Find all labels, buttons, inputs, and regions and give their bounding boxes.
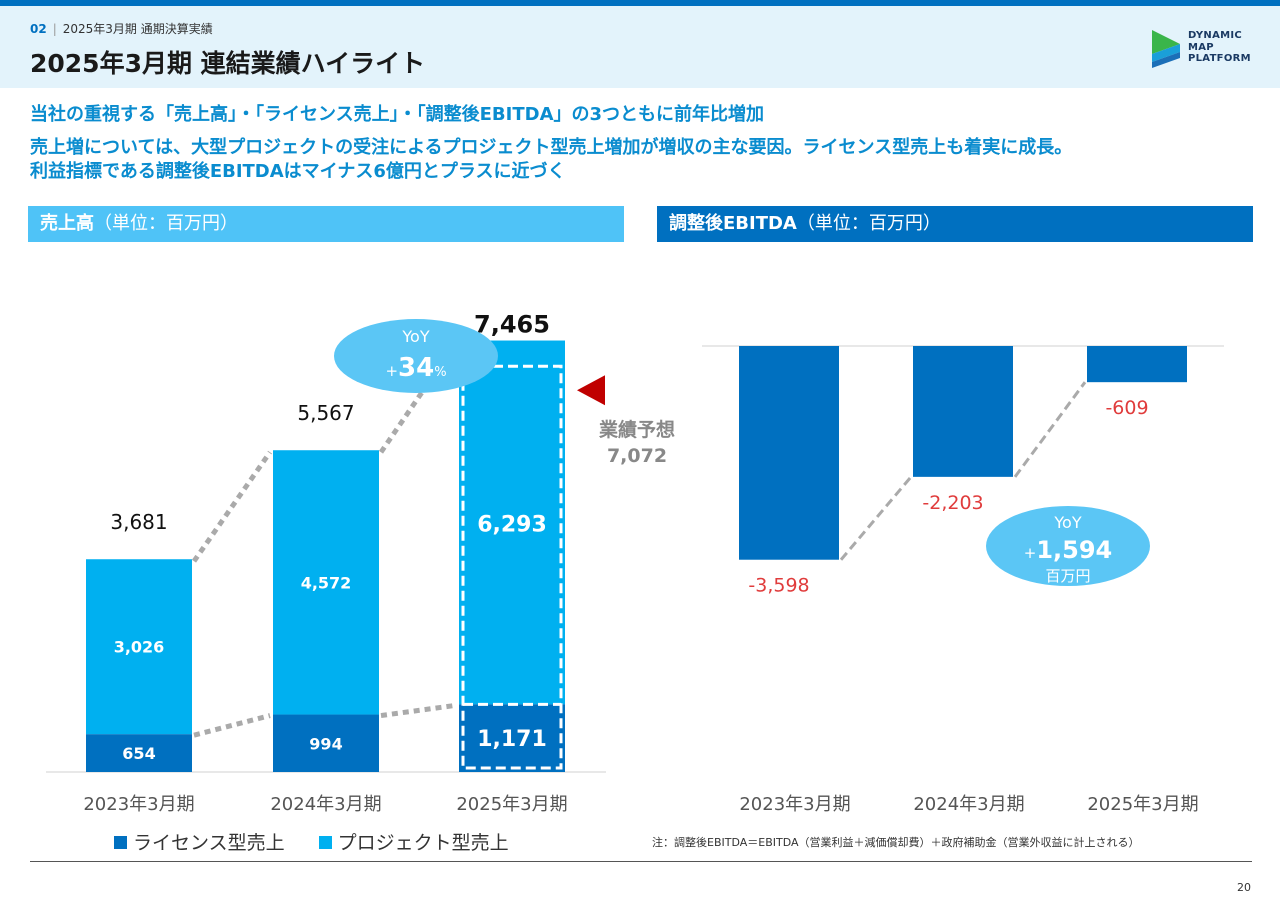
label-project-0: 3,026 <box>114 638 165 657</box>
logo-text: DYNAMIC MAP PLATFORM <box>1188 30 1251 64</box>
label-project-2: 6,293 <box>477 512 547 537</box>
bar-project-1 <box>273 450 379 715</box>
connector-license-1 <box>380 702 457 719</box>
forecast-arrow-icon <box>577 375 605 406</box>
headline-detail: 売上増については、大型プロジェクトの受注によるプロジェクト型売上増加が増収の主な… <box>30 137 1073 182</box>
bar-license-1 <box>273 714 379 772</box>
bar-project-2 <box>459 340 565 705</box>
legend-swatch-project <box>318 835 332 849</box>
x-tick-ebitda-0: 2023年3月期 <box>739 794 850 815</box>
yoy-unit-ebitda: 百万円 <box>1045 567 1090 585</box>
yoy-bubble-revenue <box>334 319 498 393</box>
ebitda-connector-0 <box>839 475 913 561</box>
yoy-label-ebitda: YoY <box>1053 513 1081 532</box>
x-tick-revenue-2: 2025年3月期 <box>456 794 567 815</box>
bar-license-0 <box>86 734 192 772</box>
label-license-0: 654 <box>122 744 155 763</box>
legend-item-license: ライセンス型売上 <box>114 832 285 854</box>
forecast-value: 7,072 <box>607 445 667 467</box>
label-total-0: 3,681 <box>110 510 167 534</box>
x-tick-revenue-1: 2024年3月期 <box>270 794 381 815</box>
x-tick-ebitda-1: 2024年3月期 <box>913 794 1024 815</box>
ebitda-connector-1 <box>1013 381 1087 478</box>
bar-project-0 <box>86 559 192 735</box>
connector-license-0 <box>193 713 271 738</box>
forecast-label: 業績予想 <box>598 418 675 441</box>
connector-total-0 <box>191 450 273 563</box>
ebitda-section-header: 調整後EBITDA（単位：百万円） <box>657 206 1253 242</box>
ebitda-bar-1 <box>913 346 1013 477</box>
label-total-2: 7,465 <box>474 311 550 339</box>
ebitda-label-0: -3,598 <box>748 575 809 597</box>
yoy-value-revenue: +34% <box>385 353 446 383</box>
label-license-2: 1,171 <box>477 727 547 752</box>
x-tick-revenue-0: 2023年3月期 <box>83 794 194 815</box>
page-title: 2025年3月期 連結業績ハイライト <box>30 49 426 78</box>
revenue-section-header: 売上高（単位：百万円） <box>28 206 624 242</box>
yoy-value-ebitda: +1,594 <box>1024 536 1113 564</box>
page-number: 20 <box>1237 881 1251 894</box>
section-divider: | <box>52 22 57 36</box>
bar-license-2 <box>459 704 565 772</box>
forecast-outline <box>461 364 563 770</box>
section-number: 02 <box>30 22 47 36</box>
ebitda-bar-0 <box>739 346 839 560</box>
ebitda-label-2: -609 <box>1105 397 1148 419</box>
legend-item-project: プロジェクト型売上 <box>318 832 509 854</box>
ebitda-bar-2 <box>1087 346 1187 383</box>
revenue-legend: ライセンス型売上 プロジェクト型売上 <box>114 828 537 855</box>
legend-swatch-license <box>114 835 127 849</box>
headline-main: 当社の重視する「売上高」・「ライセンス売上」・「調整後EBITDA」の3つともに… <box>30 104 765 125</box>
top-accent-bar <box>0 0 1280 6</box>
footer-divider <box>30 861 1252 862</box>
label-project-1: 4,572 <box>301 573 352 592</box>
section-title: 2025年3月期 通期決算実績 <box>62 22 213 36</box>
ebitda-label-1: -2,203 <box>922 492 983 514</box>
label-total-1: 5,567 <box>297 401 354 425</box>
yoy-bubble-ebitda <box>986 506 1150 586</box>
label-license-1: 994 <box>309 734 342 753</box>
yoy-label-revenue: YoY <box>401 327 429 346</box>
footnote: 注：調整後EBITDA＝EBITDA（営業利益＋減価償却費）＋政府補助金（営業外… <box>652 836 1140 849</box>
company-logo: DYNAMIC MAP PLATFORM <box>1150 26 1260 72</box>
section-label: 02 | 2025年3月期 通期決算実績 <box>30 20 213 37</box>
page-header: 02 | 2025年3月期 通期決算実績 2025年3月期 連結業績ハイライト <box>0 6 1280 88</box>
x-tick-ebitda-2: 2025年3月期 <box>1087 794 1198 815</box>
logo-mark-icon <box>1152 30 1180 68</box>
